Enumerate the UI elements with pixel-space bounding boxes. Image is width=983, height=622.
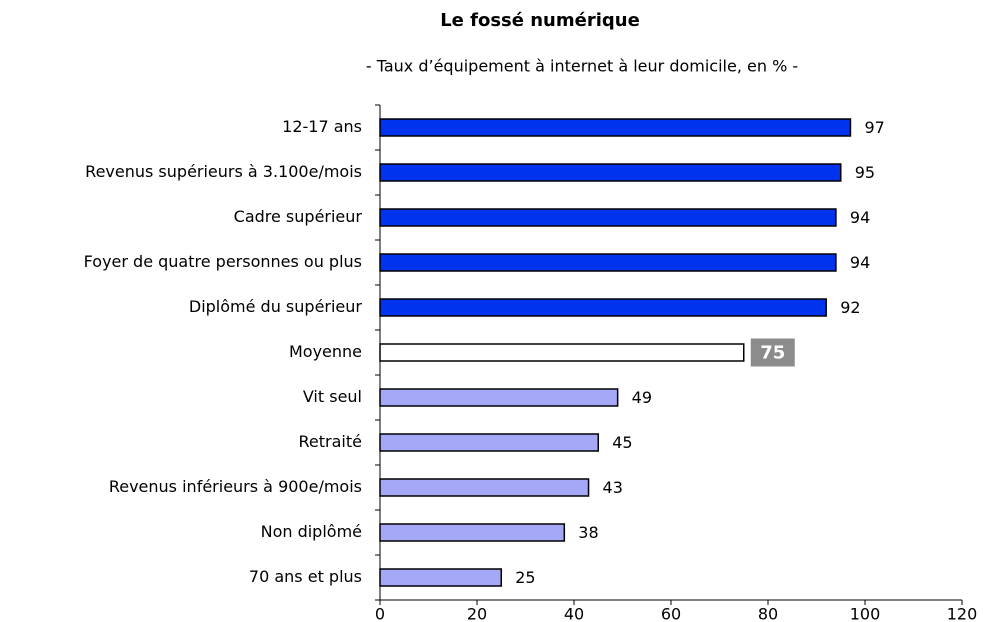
x-tick-label: 40 [564,605,584,622]
bar [379,208,837,227]
value-label: 38 [578,523,598,542]
bar [379,568,502,587]
y-tick-label: Moyenne [289,342,362,361]
y-tick-label: 70 ans et plus [249,567,362,586]
value-label: 94 [850,253,870,272]
value-label: 92 [840,298,860,317]
value-label: 94 [850,208,870,227]
bar [379,523,566,542]
bar [379,433,599,452]
y-tick-label: Cadre supérieur [234,207,363,226]
y-tick-label: Revenus supérieurs à 3.100e/mois [85,162,362,181]
value-label: 43 [603,478,623,497]
value-label: 45 [612,433,632,452]
value-label-box [750,338,795,367]
x-tick-label: 0 [375,605,385,622]
bar [379,388,619,407]
x-tick-label: 20 [467,605,487,622]
bar [379,118,852,137]
bar [379,343,745,362]
y-tick-label: Revenus inférieurs à 900e/mois [109,477,362,496]
x-tick-label: 100 [850,605,881,622]
x-tick-label: 80 [758,605,778,622]
value-label: 49 [632,388,652,407]
y-tick-label: 12-17 ans [282,117,362,136]
value-label: 97 [864,118,884,137]
y-tick-label: Vit seul [303,387,362,406]
value-label: 95 [855,163,875,182]
bar [379,163,842,182]
chart-subtitle: - Taux d’équipement à internet à leur do… [366,57,798,76]
bar [379,298,827,317]
x-tick-label: 120 [947,605,978,622]
y-tick-label: Non diplômé [261,522,362,541]
y-tick-label: Retraité [299,432,362,451]
y-tick-label: Foyer de quatre personnes ou plus [84,252,362,271]
bar [379,253,837,272]
x-tick-label: 60 [661,605,681,622]
chart-title: Le fossé numérique [440,10,640,31]
bar [379,478,590,497]
y-tick-label: Diplômé du supérieur [189,297,363,316]
value-label: 75 [760,343,785,364]
value-label: 25 [515,568,535,587]
